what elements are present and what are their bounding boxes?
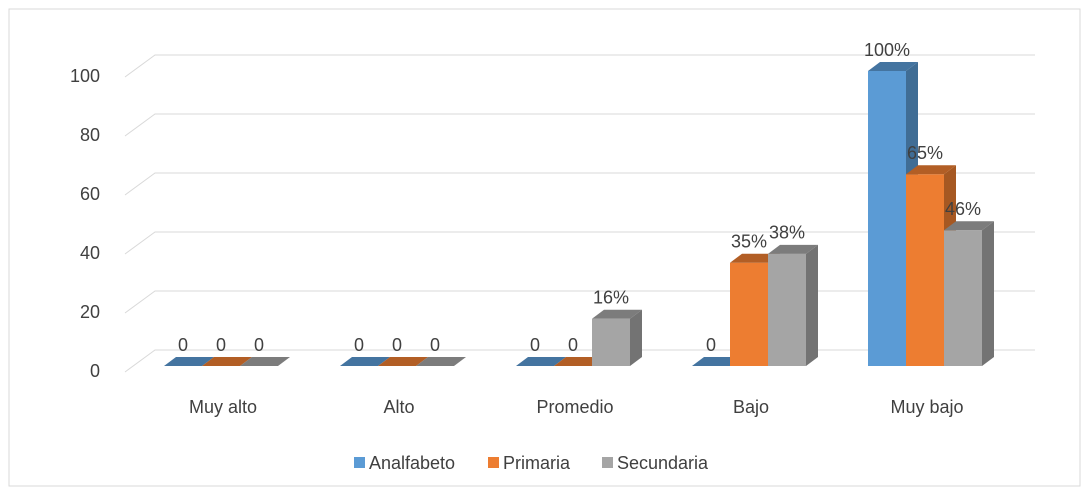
y-tick-label: 0 (90, 361, 100, 381)
bar-top (906, 165, 956, 175)
bar-side (630, 309, 642, 366)
bar-top (240, 357, 290, 366)
bar (416, 357, 466, 366)
grid-line (124, 231, 1035, 255)
bar-front (768, 253, 806, 366)
bar-top (202, 357, 252, 366)
bar-front (868, 71, 906, 366)
bar-top (692, 357, 742, 366)
bar (202, 357, 252, 366)
grid-line (124, 113, 1035, 137)
bar-top (944, 221, 994, 231)
value-label: 0 (254, 335, 264, 355)
bar-top (416, 357, 466, 366)
bar (164, 357, 214, 366)
value-label: 46% (945, 199, 981, 219)
y-tick-label: 40 (80, 243, 100, 263)
value-label: 16% (593, 288, 629, 308)
y-tick-label: 20 (80, 302, 100, 322)
bar-side (982, 221, 994, 366)
value-label: 0 (706, 335, 716, 355)
x-tick-label: Muy bajo (890, 397, 963, 417)
value-label: 38% (769, 223, 805, 243)
bar-top (730, 253, 780, 263)
y-tick-label: 100 (70, 66, 100, 86)
bar-front (592, 318, 630, 366)
value-label: 65% (907, 143, 943, 163)
value-label: 0 (216, 335, 226, 355)
value-label: 0 (568, 335, 578, 355)
value-label: 100% (864, 40, 910, 60)
grid-line (124, 54, 1035, 78)
legend-swatch (488, 457, 499, 468)
value-label: 0 (354, 335, 364, 355)
bar (944, 221, 994, 366)
bar (340, 357, 390, 366)
bar (516, 357, 566, 366)
legend-label: Analfabeto (369, 453, 455, 473)
bar-front (944, 230, 982, 366)
bar (240, 357, 290, 366)
legend-swatch (602, 457, 613, 468)
legend-label: Primaria (503, 453, 571, 473)
x-tick-label: Muy alto (189, 397, 257, 417)
y-tick-label: 80 (80, 125, 100, 145)
bar (592, 309, 642, 366)
bar (692, 357, 742, 366)
x-tick-label: Bajo (733, 397, 769, 417)
bar-top (768, 244, 818, 254)
value-label: 0 (430, 335, 440, 355)
value-label: 0 (392, 335, 402, 355)
bar-top (868, 62, 918, 71)
legend-label: Secundaria (617, 453, 709, 473)
x-tick-label: Alto (383, 397, 414, 417)
bar-top (340, 357, 390, 366)
y-tick-label: 60 (80, 184, 100, 204)
bar (906, 165, 956, 366)
bar (554, 357, 604, 366)
bar-top (164, 357, 214, 366)
value-label: 0 (530, 335, 540, 355)
bar-front (730, 262, 768, 366)
bar-top (378, 357, 428, 366)
bar-top (554, 357, 604, 366)
bar-front (906, 174, 944, 366)
bar (768, 244, 818, 366)
legend-swatch (354, 457, 365, 468)
grid-line (124, 172, 1035, 196)
value-label: 35% (731, 232, 767, 252)
bar-top (516, 357, 566, 366)
bar-side (806, 244, 818, 366)
bar-top (592, 309, 642, 319)
x-tick-label: Promedio (536, 397, 613, 417)
bar (378, 357, 428, 366)
value-label: 0 (178, 335, 188, 355)
